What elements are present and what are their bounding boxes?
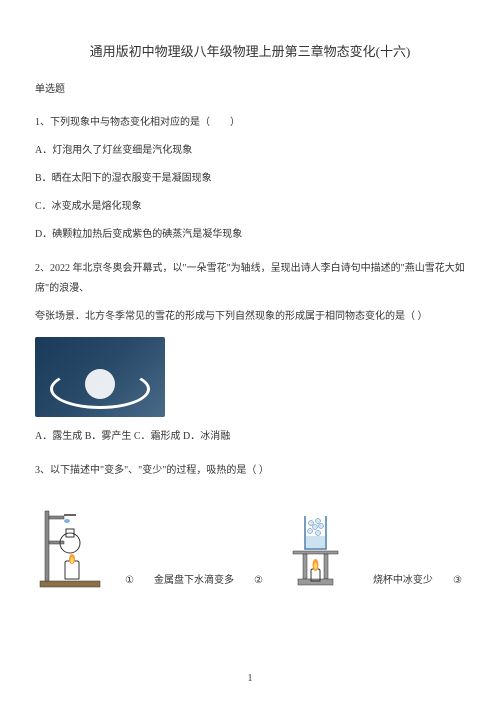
q1-option-c: C．冰变成水是熔化现象 (35, 197, 465, 217)
q2-text-1: 2、2022 年北京冬奥会开幕式，以"一朵雪花"为轴线，呈现出诗人李白诗句中描述… (35, 259, 465, 299)
question-1: 1、下列现象中与物态变化相对应的是（ ） A．灯泡用久了灯丝变细是汽化现象 B．… (35, 113, 465, 245)
diagram-row: ① 金属盘下水滴变多 ② 烧杯中冰变少 ③ (35, 491, 465, 591)
snowflake-image (35, 337, 165, 417)
apparatus-2-icon (283, 491, 353, 591)
document-title: 通用版初中物理级八年级物理上册第三章物态变化(十六) (35, 40, 465, 63)
diagram-2 (283, 491, 353, 591)
q1-option-a: A．灯泡用久了灯丝变细是汽化现象 (35, 141, 465, 161)
section-header: 单选题 (35, 81, 465, 99)
diagram-1-caption: 金属盘下水滴变多 (154, 571, 234, 591)
apparatus-1-icon (35, 491, 105, 591)
question-2: 2、2022 年北京冬奥会开幕式，以"一朵雪花"为轴线，呈现出诗人李白诗句中描述… (35, 259, 465, 447)
q3-text: 3、以下描述中"变多"、"变少"的过程，吸热的是（ ） (35, 461, 465, 481)
diagram-2-number: ② (254, 571, 263, 591)
diagram-1-number: ① (125, 571, 134, 591)
q2-options: A．露生成 B．雾产生 C．霜形成 D．冰消融 (35, 431, 230, 442)
q1-option-d: D．碘颗粒加热后变成紫色的碘蒸汽是凝华现象 (35, 225, 465, 245)
page-number: 1 (248, 670, 253, 688)
q1-option-b: B．晒在太阳下的湿衣服变干是凝固现象 (35, 169, 465, 189)
diagram-2-caption: 烧杯中冰变少 (373, 571, 433, 591)
diagram-3-number: ③ (453, 571, 462, 591)
q1-text: 1、下列现象中与物态变化相对应的是（ ） (35, 113, 465, 133)
diagram-1 (35, 491, 105, 591)
question-3: 3、以下描述中"变多"、"变少"的过程，吸热的是（ ） ① 金属盘下水滴变多 ② (35, 461, 465, 591)
q2-text-2: 夸张场景．北方冬季常见的雪花的形成与下列自然现象的形成属于相同物态变化的是（ ） (35, 307, 465, 327)
